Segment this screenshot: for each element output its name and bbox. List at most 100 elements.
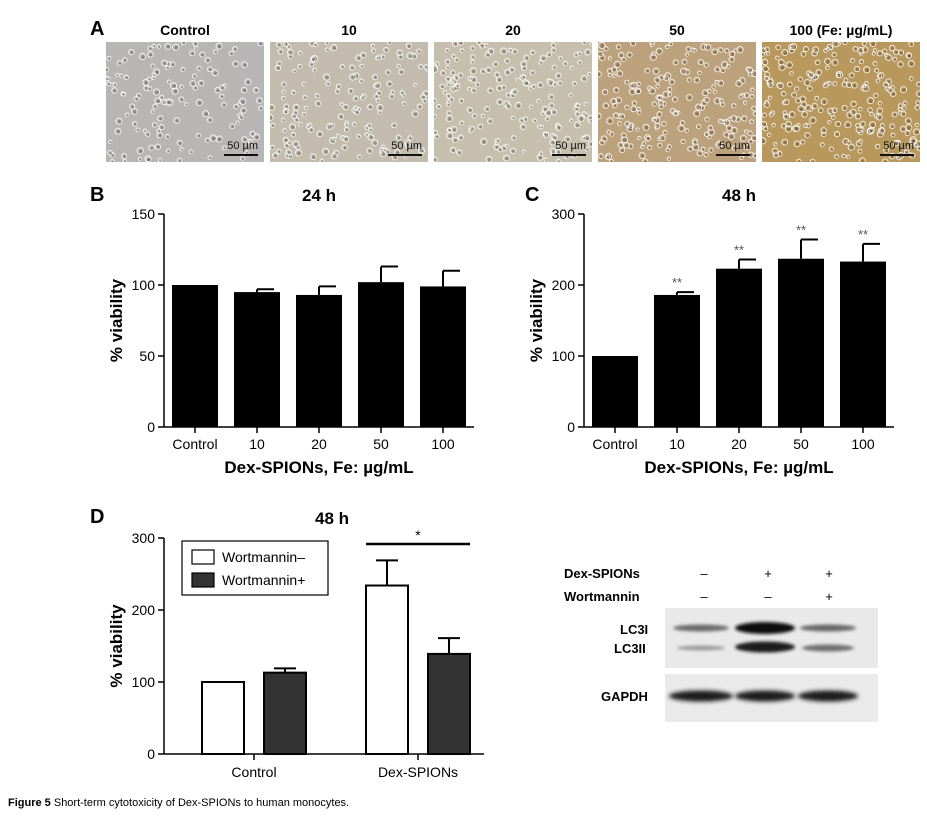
micrograph-cells [762,42,920,162]
significance-marker: * [415,527,421,543]
band-lc3i-lane1 [673,624,729,632]
y-tick-label: 100 [552,348,576,364]
band-label-lc3ii: LC3II [614,641,646,656]
micrograph-cells [270,42,428,162]
scale-bar [552,154,586,156]
x-axis-label: Dex-SPIONs, Fe: µg/mL [224,458,413,477]
band-gapdh-lane3 [798,690,858,702]
y-tick-label: 0 [567,419,575,435]
significance-marker: ** [734,242,744,257]
bar [358,282,404,427]
band-gapdh-lane2 [735,690,795,702]
band-gapdh-lane1 [669,690,733,702]
x-tick-label: 20 [311,436,327,452]
lc3-membrane [665,608,878,668]
y-tick-label: 300 [552,206,576,222]
y-axis-label: % viability [107,278,126,362]
scale-bar-label: 50 µm [883,140,914,152]
y-tick-label: 50 [139,348,155,364]
band-lc3i-lane3 [800,624,856,632]
y-tick-label: 150 [132,206,156,222]
bar [778,258,824,427]
scale-bar [880,154,914,156]
bar [201,681,245,755]
micrograph-image: 50 µm [762,42,920,162]
bar [263,671,307,755]
x-tick-label: 10 [669,436,685,452]
band-lc3i-lane2 [735,622,795,634]
x-tick-label: 50 [373,436,389,452]
y-axis-label: % viability [527,278,546,362]
blot-sign: – [700,589,708,604]
scale-bar-label: 50 µm [555,140,586,152]
panel-letter-a: A [90,18,105,40]
bar [427,652,471,755]
panel-letter-b: B [90,184,105,206]
x-axis-label: Dex-SPIONs, Fe: µg/mL [644,458,833,477]
y-tick-label: 300 [132,530,156,546]
y-axis-label: % viability [107,604,126,688]
micrograph-cells [106,42,264,162]
micrograph-image: 50 µm [434,42,592,162]
panel-letter-d: D [90,506,105,528]
significance-marker: ** [858,227,868,242]
scale-bar-label: 50 µm [719,140,750,152]
blot-row-label-wortmannin: Wortmannin [564,589,640,604]
bar [840,261,886,427]
scale-bar-label: 50 µm [391,140,422,152]
blot-sign: + [825,589,833,604]
micrograph-label: 100 (Fe: µg/mL) [789,22,893,38]
bar [296,294,342,427]
x-tick-label: Control [592,436,637,452]
chart-d-48h-wortmannin: 48 h 0 100 200 300 Control Dex-SPIONs * Wortmann… [107,509,484,780]
chart-title: 48 h [315,509,349,528]
blot-sign: + [764,566,772,581]
blot-row-label-dex-spions: Dex-SPIONs [564,566,640,581]
legend-swatch [191,572,215,588]
significance-marker: ** [796,223,806,238]
micrograph-image: 50 µm [106,42,264,162]
bar [365,584,409,755]
chart-c-48h: 48 h 0 100 200 300 Control 10 ** 20 ** 50 ** 100 ** De… [527,186,894,477]
bar [716,268,762,427]
x-tick-label: 20 [731,436,747,452]
y-tick-label: 0 [147,419,155,435]
panel-letter-c: C [525,184,540,206]
bar [172,285,218,427]
micrograph-label: 10 [341,22,357,38]
bar [654,294,700,427]
micrograph-image: 50 µm [598,42,756,162]
micrograph-cells [598,42,756,162]
micrograph-cells [434,42,592,162]
x-tick-label: 100 [851,436,875,452]
scale-bar-label: 50 µm [227,140,258,152]
x-tick-label: 100 [431,436,455,452]
y-tick-label: 100 [132,674,156,690]
band-label-gapdh: GAPDH [601,689,648,704]
legend: Wortmannin– Wortmannin+ [181,540,329,596]
blot-sign: + [825,566,833,581]
y-tick-label: 0 [147,746,155,762]
blot-sign: – [764,589,772,604]
micrograph-label: 20 [505,22,521,38]
caption-label: Figure 5 [8,797,51,809]
micrograph-label: Control [160,22,210,38]
chart-b-24h: 24 h 0 50 100 150 Control 10 20 50 100 Dex-SPIONs,… [107,186,474,477]
significance-marker: ** [672,275,682,290]
x-tick-label: Control [172,436,217,452]
bar [420,286,466,427]
micrograph-label: 50 [669,22,685,38]
legend-swatch [191,549,215,565]
y-tick-label: 100 [132,277,156,293]
x-tick-label: 50 [793,436,809,452]
x-tick-label: Dex-SPIONs [378,764,458,780]
blot-image [665,608,878,722]
band-lc3ii-lane3 [802,644,854,652]
micrograph-image: 50 µm [270,42,428,162]
bar [234,292,280,427]
x-tick-label: 10 [249,436,265,452]
caption-text: Short-term cytotoxicity of Dex-SPIONs to… [50,797,350,809]
band-label-lc3i: LC3I [620,622,649,637]
figure-caption: Figure 5 Short-term cytotoxicity of Dex-… [8,797,349,809]
scale-bar [224,154,258,156]
